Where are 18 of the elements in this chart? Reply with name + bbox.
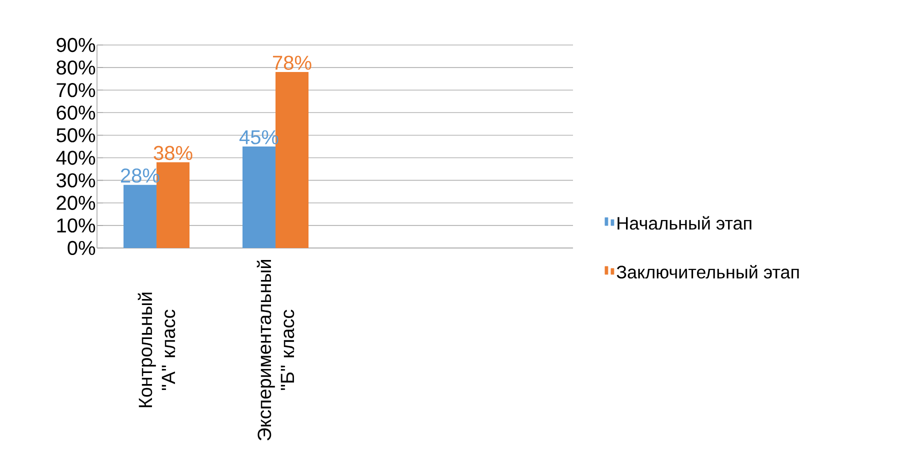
y-tick-label: 40% bbox=[56, 150, 96, 165]
y-tick-label: 80% bbox=[56, 60, 96, 75]
y-tick-label: 70% bbox=[56, 83, 96, 98]
legend-label: Заключительный этап bbox=[616, 264, 799, 279]
y-tick-label: 20% bbox=[56, 196, 96, 210]
y-tick-label: 90% bbox=[56, 38, 96, 52]
data-label: 38% bbox=[154, 146, 192, 160]
x-tick-label: Контрольный "А" класс bbox=[138, 292, 176, 408]
y-tick-label: 30% bbox=[56, 173, 96, 188]
bar bbox=[242, 146, 276, 248]
bar bbox=[124, 184, 157, 248]
y-tick-label: 10% bbox=[57, 218, 96, 233]
data-label: 78% bbox=[273, 56, 312, 70]
legend-label: Начальный этап bbox=[618, 216, 752, 230]
y-tick-label: 0% bbox=[68, 240, 96, 256]
y-tick-label: 60% bbox=[56, 106, 96, 120]
x-tick-label: Экспериментальный "Б" класс bbox=[256, 260, 294, 440]
y-tick-label: 50% bbox=[56, 128, 96, 142]
